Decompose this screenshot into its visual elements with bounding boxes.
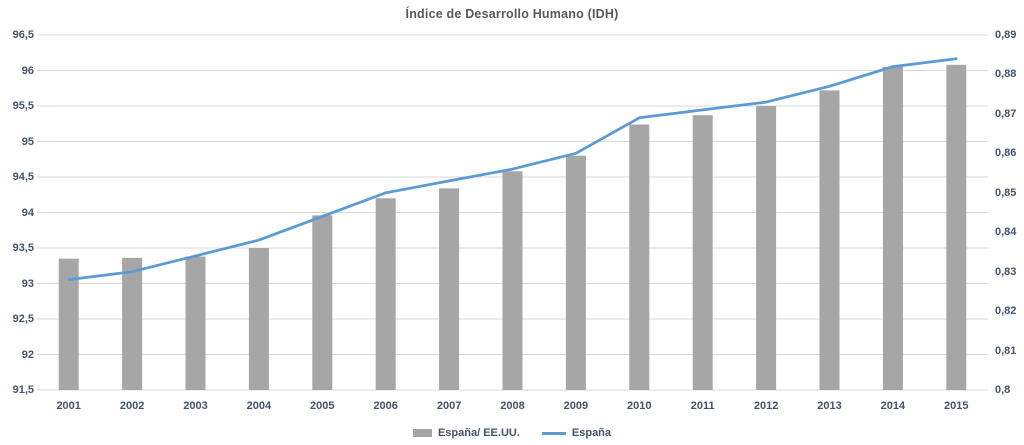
bar-2001: [58, 258, 79, 390]
x-axis-tick-2007: 2007: [436, 400, 462, 412]
x-axis-tick-2001: 2001: [56, 400, 81, 412]
right-axis-tick-0,81: 0,81: [995, 344, 1017, 357]
left-axis-tick-91,5: 91,5: [12, 384, 34, 396]
bar-2007: [439, 188, 460, 390]
bar-2003: [185, 256, 206, 390]
x-axis-tick-2011: 2011: [690, 400, 715, 412]
right-axis-tick-0,83: 0,83: [995, 265, 1017, 278]
bar-2014: [882, 66, 903, 390]
bar-2005: [312, 215, 333, 390]
x-axis-tick-2008: 2008: [500, 400, 525, 412]
right-axis-tick-0,88: 0,88: [995, 68, 1017, 81]
left-axis-tick-94,5: 94,5: [12, 171, 34, 183]
x-axis-tick-2015: 2015: [944, 400, 969, 412]
right-axis-tick-0,82: 0,82: [995, 305, 1017, 318]
left-axis-tick-94: 94: [21, 206, 34, 219]
left-axis-tick-95: 95: [21, 135, 34, 148]
x-axis-tick-2005: 2005: [310, 400, 335, 412]
left-axis-tick-92: 92: [21, 348, 34, 361]
legend-item-line: España: [541, 427, 612, 439]
right-axis-tick-0,89: 0,89: [995, 29, 1017, 41]
bar-2006: [375, 198, 396, 390]
x-axis-tick-2009: 2009: [563, 400, 589, 412]
left-axis-tick-93,5: 93,5: [12, 242, 34, 254]
x-axis-tick-2006: 2006: [373, 400, 398, 412]
legend-label-bars: España/ EE.UU.: [437, 427, 520, 439]
bar-2015: [946, 64, 967, 390]
left-axis-tick-96,5: 96,5: [12, 29, 34, 41]
legend-label-line: España: [571, 427, 612, 439]
right-axis-tick-0,86: 0,86: [995, 147, 1017, 160]
left-axis-tick-96: 96: [21, 64, 34, 77]
bar-2002: [122, 257, 143, 390]
line-series-swatch-icon: [541, 431, 566, 435]
x-axis-tick-2013: 2013: [817, 400, 842, 412]
right-axis-tick-0,8: 0,8: [995, 384, 1011, 396]
right-axis-tick-0,87: 0,87: [995, 107, 1017, 120]
bar-2008: [502, 171, 523, 390]
bar-series-swatch: [412, 429, 432, 437]
left-axis-tick-93: 93: [21, 277, 34, 290]
legend: España/ EE.UU. España: [0, 427, 1024, 439]
left-axis-tick-95,5: 95,5: [12, 100, 34, 112]
bar-series: [58, 64, 967, 391]
x-axis-tick-2012: 2012: [753, 400, 779, 412]
bar-2009: [565, 155, 586, 390]
bar-2010: [629, 124, 650, 391]
legend-item-bars: España/ EE.UU.: [412, 427, 520, 439]
x-axis-tick-2002: 2002: [119, 400, 145, 412]
bar-2011: [692, 115, 713, 390]
right-axis-tick-0,84: 0,84: [995, 226, 1017, 239]
bar-2004: [248, 248, 269, 390]
x-axis-tick-2004: 2004: [246, 400, 272, 412]
bar-2012: [756, 106, 777, 390]
right-axis-tick-0,85: 0,85: [995, 186, 1017, 199]
left-axis-tick-92,5: 92,5: [12, 313, 34, 325]
espana-line: [67, 57, 958, 281]
chart-title: Índice de Desarrollo Humano (IDH): [405, 7, 619, 21]
x-axis-tick-2003: 2003: [183, 400, 208, 412]
x-axis-tick-2010: 2010: [627, 400, 652, 412]
bar-2013: [819, 90, 840, 390]
x-axis-tick-2014: 2014: [880, 400, 906, 412]
